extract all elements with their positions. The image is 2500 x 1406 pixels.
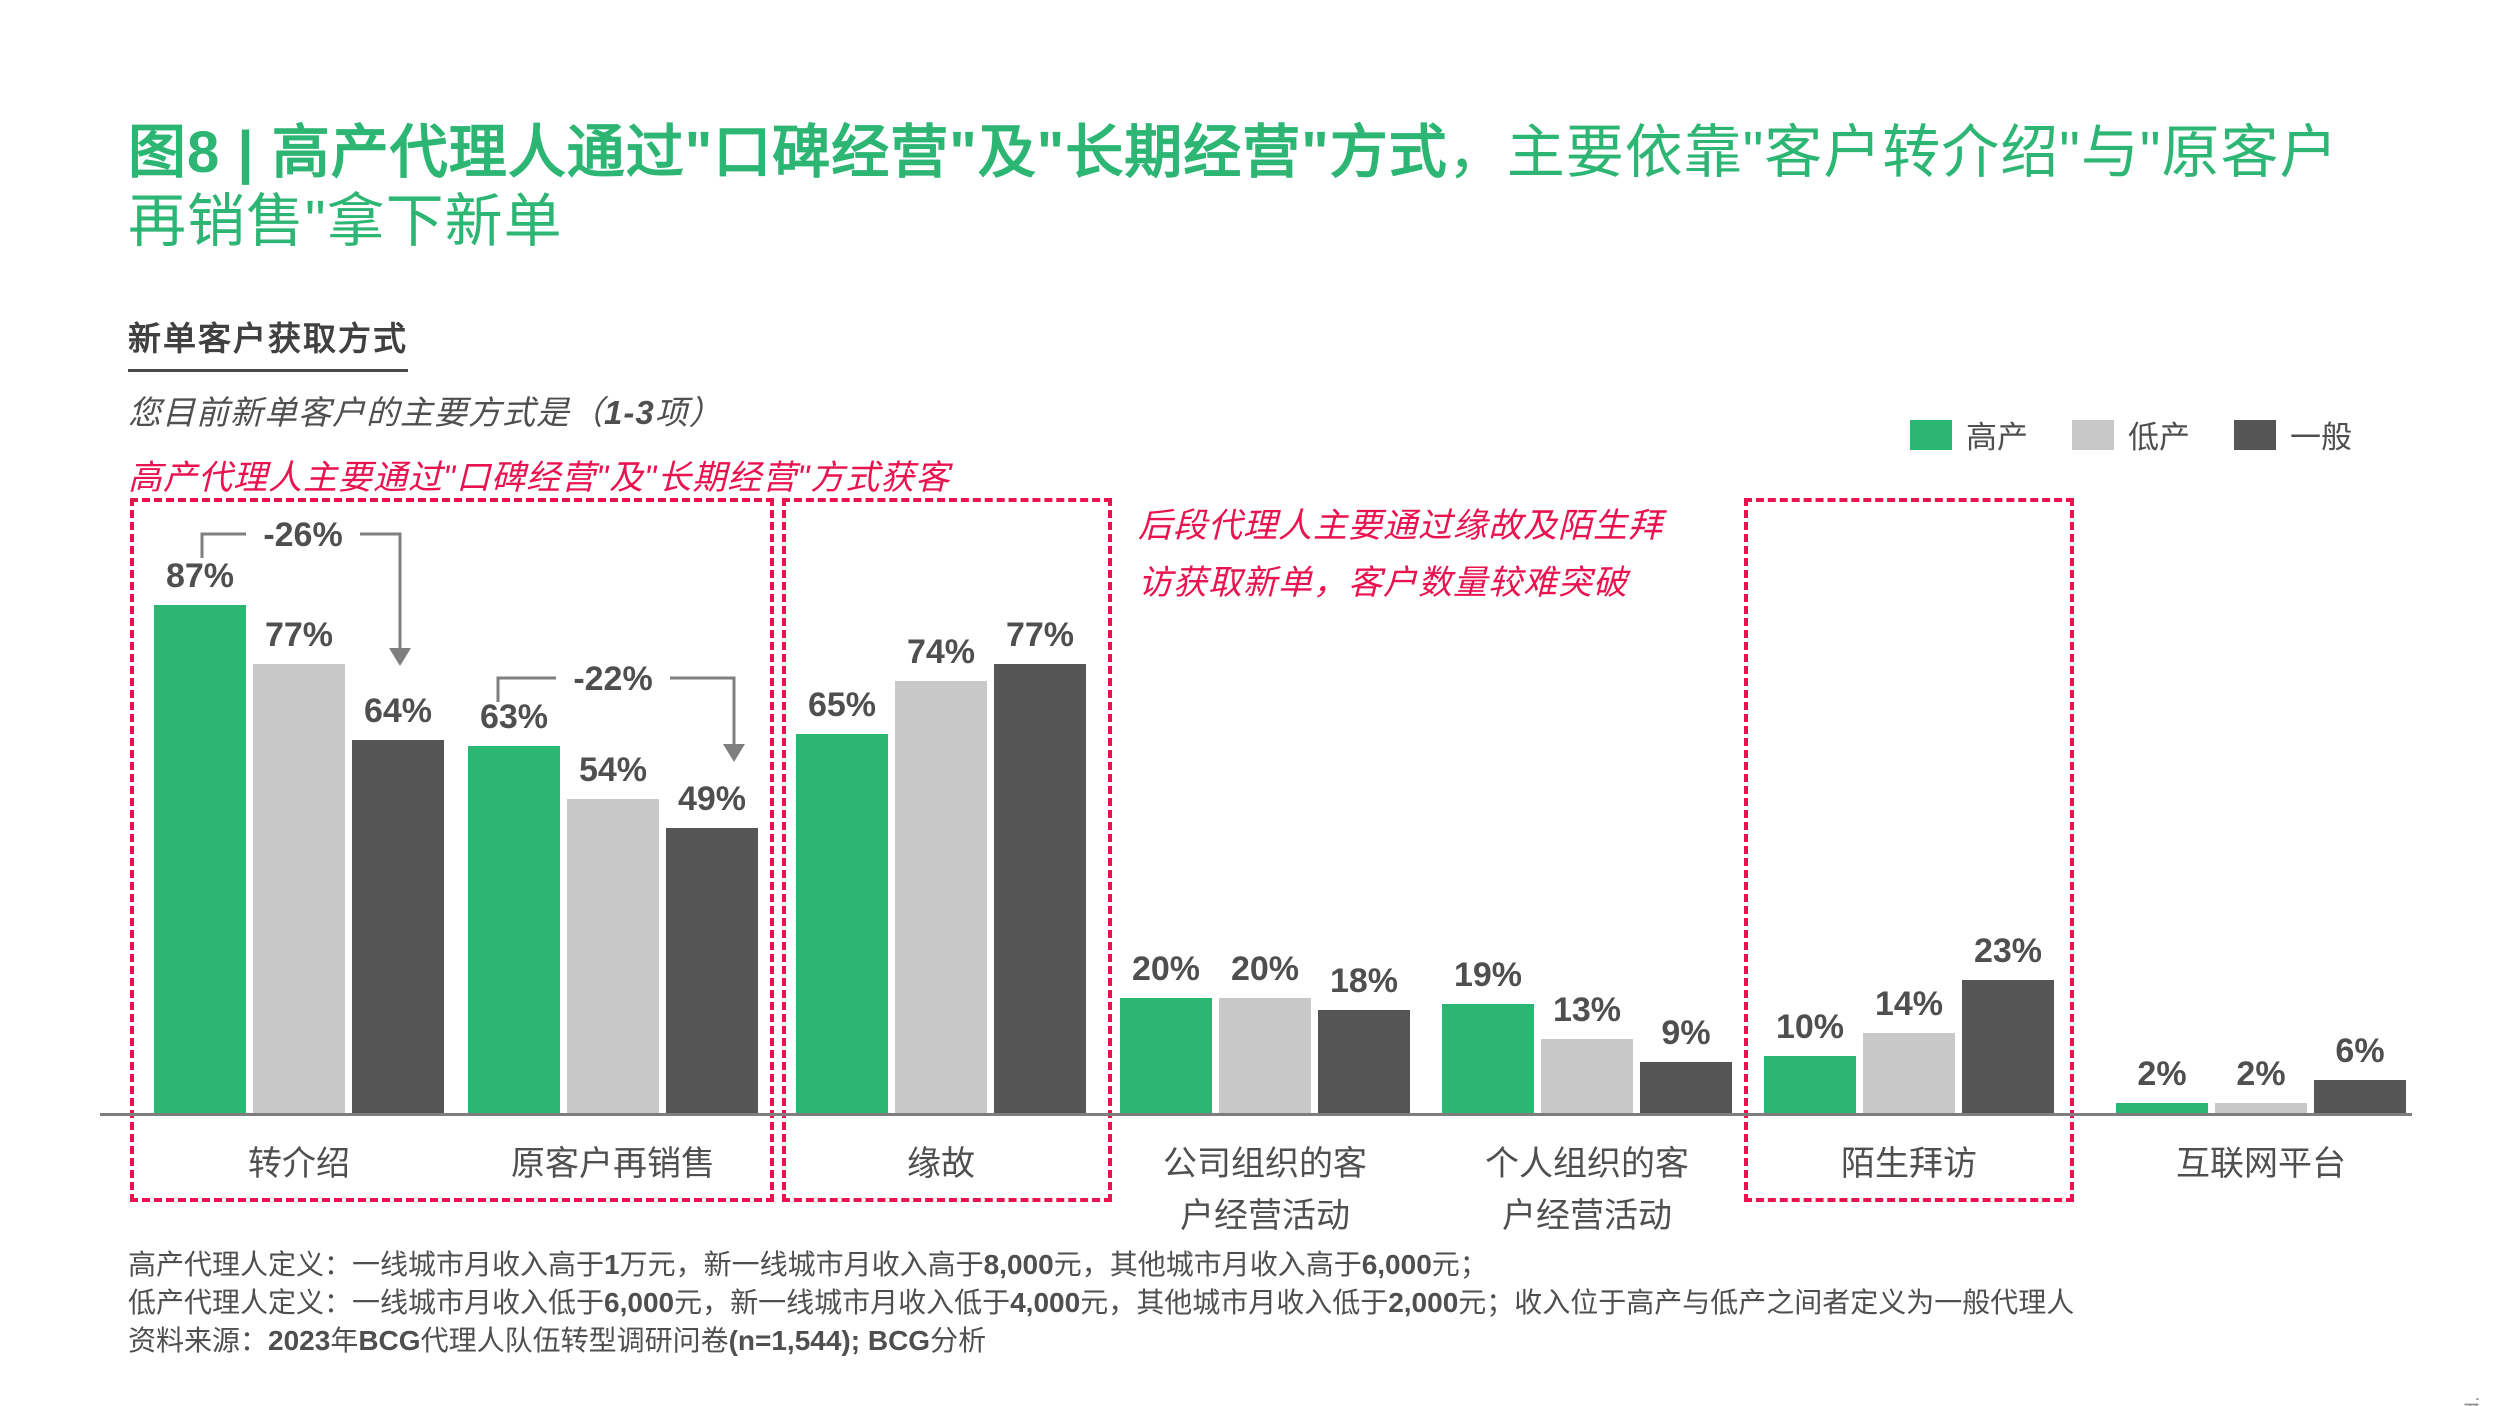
bar-value-label: 63% (479, 698, 549, 736)
bar-value-label: 14% (1874, 985, 1944, 1023)
legend-item-high: 高产 (1910, 412, 2028, 457)
category-label: 个人组织的客户经营活动 (1485, 1145, 1689, 1235)
figure-title-rest: ，主要依靠"客户转介绍"与"原客户再销售"拿下新单 (128, 120, 2339, 254)
bar-value-label: 49% (677, 780, 747, 818)
bar-一般-陌生拜访 (1962, 980, 2054, 1115)
legend-swatch-low (2072, 419, 2114, 450)
bar-value-label: 74% (906, 633, 976, 671)
footnotes: 高产代理人定义：一线城市月收入高于1万元，新一线城市月收入高于8,000元，其他… (128, 1246, 2074, 1360)
bar-低产-转介绍 (253, 664, 345, 1115)
bar-value-label: 2% (2236, 1055, 2286, 1093)
x-axis-line (100, 1113, 2412, 1116)
legend-item-average: 一般 (2234, 412, 2352, 457)
bar-一般-转介绍 (352, 740, 444, 1115)
highlight-box-cold-visit (1744, 498, 2074, 1202)
bar-低产-互联网平台 (2215, 1103, 2307, 1115)
category-label: 原客户再销售 (511, 1145, 715, 1183)
bar-高产-转介绍 (154, 605, 246, 1115)
bar-高产-陌生拜访 (1764, 1056, 1856, 1115)
figure-title: 图8 | 高产代理人通过"口碑经营"及"长期经营"方式，主要依靠"客户转介绍"与… (128, 118, 2373, 256)
bar-value-label: 19% (1453, 956, 1523, 994)
bar-低产-缘故 (895, 681, 987, 1115)
highlight-box-referral-resale (130, 498, 774, 1202)
legend-swatch-high (1910, 419, 1952, 450)
bar-高产-个人组织的客户经营活动 (1442, 1004, 1534, 1115)
copyright-notice: Copyright © 2023 by Boston Consulting Gr… (2462, 1396, 2484, 1406)
bar-高产-原客户再销售 (468, 746, 560, 1115)
bar-高产-缘故 (796, 734, 888, 1115)
category-label: 转介绍 (248, 1145, 350, 1183)
bar-value-label: 77% (264, 616, 334, 654)
legend-label-high: 高产 (1966, 420, 2028, 455)
annotation-low-producers-line2: 访获取新单，客户数量较难突破 (1138, 564, 1628, 602)
annotation-low-producers: 后段代理人主要通过缘故及陌生拜 访获取新单，客户数量较难突破 (1138, 498, 1663, 612)
footnote-low-definition: 低产代理人定义：一线城市月收入低于6,000元，新一线城市月收入低于4,000元… (128, 1287, 2075, 1318)
bar-低产-陌生拜访 (1863, 1033, 1955, 1115)
section-heading: 新单客户获取方式 (128, 312, 408, 372)
bar-高产-公司组织的客户经营活动 (1120, 998, 1212, 1115)
bar-一般-公司组织的客户经营活动 (1318, 1010, 1410, 1115)
category-label: 公司组织的客户经营活动 (1163, 1145, 1367, 1235)
category-label: 互联网平台 (2176, 1145, 2346, 1183)
legend-item-low: 低产 (2072, 412, 2190, 457)
bar-value-label: 9% (1661, 1014, 1711, 1052)
bar-value-label: 65% (807, 686, 877, 724)
bar-低产-原客户再销售 (567, 799, 659, 1115)
bar-value-label: 10% (1775, 1008, 1845, 1046)
bar-一般-缘故 (994, 664, 1086, 1115)
bar-value-label: 87% (165, 557, 235, 595)
bar-value-label: 13% (1552, 991, 1622, 1029)
category-label: 缘故 (907, 1145, 975, 1183)
bar-value-label: 6% (2335, 1032, 2385, 1070)
footnote-high-definition: 高产代理人定义：一线城市月收入高于1万元，新一线城市月收入高于8,000元，其他… (128, 1249, 1488, 1280)
chart-legend: 高产 低产 一般 (1910, 412, 2352, 457)
legend-label-low: 低产 (2128, 420, 2190, 455)
legend-label-average: 一般 (2290, 420, 2352, 455)
annotation-low-producers-line1: 后段代理人主要通过缘故及陌生拜 (1138, 507, 1663, 545)
bar-一般-个人组织的客户经营活动 (1640, 1062, 1732, 1115)
bar-低产-公司组织的客户经营活动 (1219, 998, 1311, 1115)
bar-低产-个人组织的客户经营活动 (1541, 1039, 1633, 1115)
figure-title-bold: 图8 | 高产代理人通过"口碑经营"及"长期经营"方式 (128, 120, 1448, 185)
category-label: 陌生拜访 (1841, 1145, 1977, 1183)
bar-value-label: 2% (2137, 1055, 2187, 1093)
bar-value-label: 23% (1973, 932, 2043, 970)
bar-value-label: 54% (578, 751, 648, 789)
source-line: 资料来源：2023年BCG代理人队伍转型调研问卷(n=1,544); BCG分析 (128, 1325, 987, 1356)
annotation-high-producers: 高产代理人主要通过"口碑经营"及"长期经营"方式获客 (128, 459, 951, 497)
legend-swatch-average (2234, 419, 2276, 450)
bar-value-label: 64% (363, 692, 433, 730)
bar-value-label: 20% (1131, 950, 1201, 988)
bar-高产-互联网平台 (2116, 1103, 2208, 1115)
bar-一般-原客户再销售 (666, 828, 758, 1115)
bar-value-label: 77% (1005, 616, 1075, 654)
bar-value-label: 18% (1329, 962, 1399, 1000)
bar-一般-互联网平台 (2314, 1080, 2406, 1115)
bar-value-label: 20% (1230, 950, 1300, 988)
highlight-box-yuangu (782, 498, 1112, 1202)
survey-question: 您目前新单客户的主要方式是（1-3项） (128, 394, 723, 431)
